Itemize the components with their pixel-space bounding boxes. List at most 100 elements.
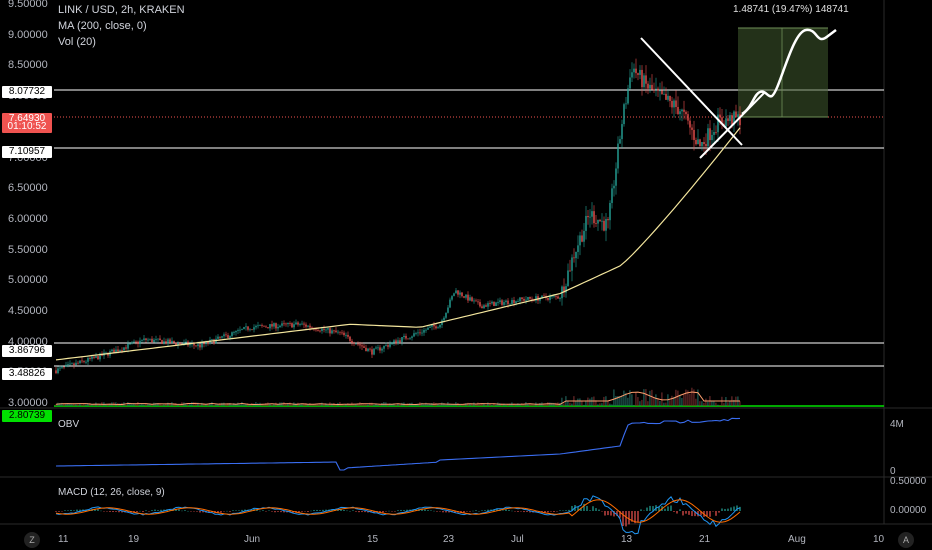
volume-bar: [197, 402, 199, 406]
macd-bar: [631, 511, 633, 522]
candle-body: [189, 344, 191, 346]
macd-bar: [202, 511, 204, 513]
candle-body: [693, 129, 695, 140]
candle-body: [63, 366, 65, 368]
candle-body: [149, 338, 151, 340]
macd-bar: [658, 506, 660, 511]
candle-body: [117, 349, 119, 352]
macd-bar: [121, 511, 123, 513]
macd-bar: [118, 511, 120, 513]
candle-body: [147, 339, 149, 341]
volume-bar: [211, 402, 213, 406]
volume-legend[interactable]: Vol (20): [58, 36, 96, 48]
macd-tick-zero: 0.00000: [890, 505, 927, 516]
candle-body: [435, 326, 437, 329]
volume-bar: [209, 402, 211, 406]
macd-bar: [523, 511, 525, 513]
volume-layer: [55, 387, 741, 406]
volume-bar: [71, 404, 73, 406]
volume-bar: [169, 404, 171, 406]
macd-bar: [460, 511, 462, 513]
volume-bar: [263, 404, 265, 406]
macd-bar: [679, 509, 681, 511]
macd-bar: [424, 509, 426, 511]
volume-bar: [185, 403, 187, 406]
volume-bar: [105, 404, 107, 406]
candle-body: [477, 301, 479, 303]
candle-body: [739, 114, 741, 126]
volume-bar: [193, 402, 195, 406]
volume-bar: [231, 404, 233, 406]
macd-bar: [616, 511, 618, 516]
volume-bar: [269, 404, 271, 406]
macd-bar: [730, 507, 732, 511]
candle-body: [265, 326, 267, 328]
volume-bar: [277, 404, 279, 406]
candle-body: [689, 120, 691, 128]
macd-bar: [466, 511, 468, 512]
volume-bar: [641, 399, 643, 406]
macd-bar: [238, 510, 240, 511]
candle-body: [387, 345, 389, 347]
candle-body: [553, 295, 555, 297]
candle-body: [627, 88, 629, 104]
obv-title[interactable]: OBV: [58, 419, 80, 430]
volume-bar: [355, 403, 357, 406]
candle-body: [201, 342, 203, 348]
macd-bar: [550, 511, 552, 512]
macd-title[interactable]: MACD (12, 26, close, 9): [58, 487, 165, 498]
macd-bar: [79, 509, 81, 511]
volume-bar: [343, 404, 345, 406]
macd-bar: [595, 508, 597, 511]
candle-body: [69, 363, 71, 365]
candle-body: [155, 339, 157, 340]
volume-bar: [429, 403, 431, 406]
macd-bar: [112, 511, 114, 513]
volume-bar: [475, 403, 477, 406]
candle-body: [245, 326, 247, 328]
candle-body: [717, 114, 719, 133]
candle-body: [415, 333, 417, 335]
candle-body: [271, 324, 273, 327]
candle-body: [559, 298, 561, 300]
candle-body: [123, 347, 125, 351]
auto-scale-button[interactable]: A: [898, 532, 914, 548]
candle-body: [457, 290, 459, 295]
candle-body: [65, 364, 67, 367]
candle-body: [529, 297, 531, 299]
volume-bar: [93, 403, 95, 406]
volume-bar: [615, 396, 617, 406]
macd-bar: [427, 510, 429, 511]
candle-body: [355, 343, 357, 345]
macd-bar: [190, 511, 192, 512]
volume-bar: [719, 404, 721, 406]
candle-body: [475, 300, 477, 302]
volume-bar: [705, 398, 707, 406]
macd-bar: [199, 511, 201, 513]
volume-bar: [629, 390, 631, 406]
macd-bar: [484, 510, 486, 511]
macd-bar: [64, 510, 66, 511]
candles-layer: [55, 58, 741, 375]
candle-body: [241, 329, 243, 330]
volume-bar: [73, 403, 75, 406]
price-tick: 5.00000: [8, 274, 48, 287]
macd-bar: [193, 511, 195, 512]
macd-bar: [244, 509, 246, 511]
ma-legend[interactable]: MA (200, close, 0): [58, 20, 147, 32]
candle-body: [383, 345, 385, 349]
volume-bar: [445, 404, 447, 406]
macd-bar: [292, 511, 294, 513]
volume-bar: [109, 404, 111, 406]
volume-bar: [733, 399, 735, 406]
zoom-reset-button[interactable]: Z: [24, 532, 40, 548]
volume-bar: [179, 404, 181, 406]
macd-bar: [604, 511, 606, 516]
volume-bar: [697, 389, 699, 406]
candle-body: [121, 350, 123, 351]
symbol-title[interactable]: LINK / USD, 2h, KRAKEN: [58, 4, 185, 16]
volume-bar: [285, 404, 287, 406]
candle-body: [651, 84, 653, 90]
candle-body: [71, 363, 73, 365]
